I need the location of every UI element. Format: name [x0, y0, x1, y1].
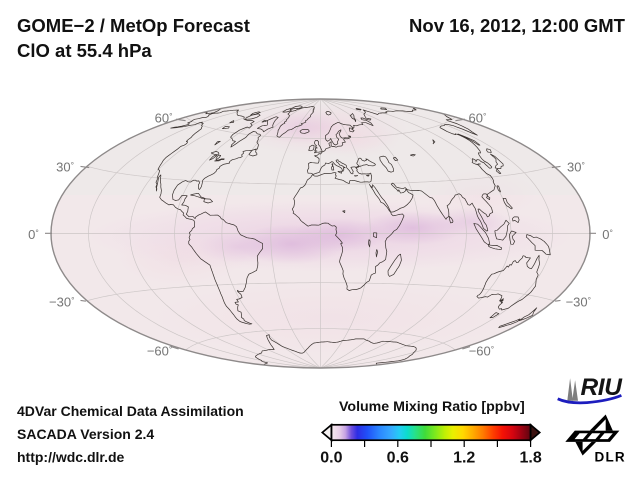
svg-text:0.0: 0.0 — [320, 450, 342, 467]
svg-text:0.6: 0.6 — [387, 450, 409, 467]
svg-text:−60°: −60° — [147, 343, 172, 358]
svg-text:0°: 0° — [602, 227, 613, 242]
svg-text:−30°: −30° — [566, 294, 591, 309]
svg-text:−30°: −30° — [49, 294, 74, 309]
svg-text:1.2: 1.2 — [453, 450, 475, 467]
svg-text:DLR: DLR — [595, 450, 626, 465]
svg-text:1.8: 1.8 — [519, 450, 541, 467]
svg-text:60°: 60° — [155, 111, 173, 126]
svg-text:30°: 30° — [56, 159, 74, 174]
svg-text:30°: 30° — [567, 159, 585, 174]
svg-text:60°: 60° — [469, 111, 487, 126]
svg-text:0°: 0° — [28, 227, 39, 242]
svg-text:−60°: −60° — [469, 343, 494, 358]
